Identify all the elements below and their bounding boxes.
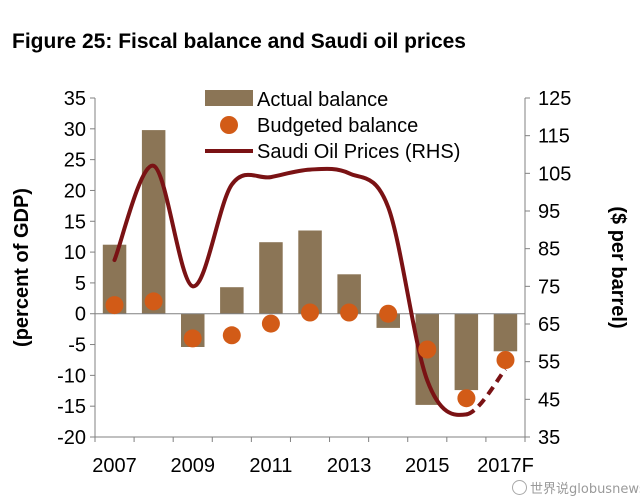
left-tick-label: -10 (57, 365, 86, 387)
x-tick-label: 2009 (170, 455, 215, 477)
x-tick-label: 2017F (477, 455, 534, 477)
dot-budgeted-2008 (144, 292, 163, 311)
right-tick-label: 55 (538, 352, 560, 374)
left-tick-label: -5 (68, 335, 86, 357)
figure-title: Figure 25: Fiscal balance and Saudi oil … (12, 30, 466, 53)
bar-actual-2015 (415, 313, 439, 405)
right-tick-label: 95 (538, 201, 560, 223)
right-tick-label: 115 (538, 126, 570, 148)
bar-actual-2011 (259, 242, 283, 314)
left-tick-label: 20 (64, 180, 86, 202)
watermark-text: 世界说globusnews (530, 482, 640, 497)
bar-actual-2008 (141, 130, 166, 314)
left-tick-label: 10 (64, 242, 86, 264)
x-tick-label: 2007 (92, 455, 137, 477)
left-tick-label: 30 (64, 119, 86, 141)
dot-budgeted-2007 (105, 296, 124, 315)
x-tick-label: 2011 (249, 455, 292, 477)
bar-actual-2012 (298, 230, 322, 314)
dot-budgeted-2010 (222, 326, 241, 345)
x-tick-label: 2015 (405, 455, 450, 477)
dot-budgeted-2009 (183, 329, 202, 348)
x-tick-label: 2013 (327, 455, 372, 477)
watermark-logo-icon (512, 480, 527, 495)
dot-budgeted-2011 (261, 314, 280, 333)
dot-budgeted-2014 (379, 304, 398, 323)
dot-budgeted-2013 (340, 303, 359, 322)
watermark: 世界说globusnews (512, 478, 640, 497)
left-tick-label: 35 (64, 88, 86, 110)
legend-swatch-actual (205, 90, 253, 106)
left-tick-label: 15 (64, 211, 86, 233)
legend-label-actual: Actual balance (257, 89, 388, 111)
bar-actual-2010 (220, 287, 244, 314)
bar-actual-2007 (102, 244, 127, 314)
dot-budgeted-2015 (418, 340, 437, 359)
right-tick-label: 35 (538, 427, 560, 449)
left-tick-label: 25 (64, 150, 86, 172)
left-tick-label: 5 (75, 273, 86, 295)
oil-price-line (112, 163, 469, 417)
legend-label-budgeted: Budgeted balance (257, 115, 418, 137)
oil-price-line-forecast (465, 367, 508, 417)
dot-budgeted-2016 (457, 389, 476, 408)
right-tick-label: 65 (538, 314, 560, 336)
bar-actual-2017F (493, 313, 518, 352)
dot-budgeted-2017F (496, 351, 515, 369)
left-tick-label: -20 (57, 427, 86, 449)
right-tick-label: 105 (538, 163, 571, 185)
legend-label-oil: Saudi Oil Prices (RHS) (257, 141, 460, 163)
y-axis-title: (percent of GDP) (11, 188, 33, 347)
right-tick-label: 85 (538, 239, 560, 261)
y2-axis-title: ($ per barrel) (607, 206, 629, 328)
right-tick-label: 125 (538, 88, 571, 110)
dot-budgeted-2012 (301, 303, 319, 322)
bar-actual-2016 (454, 313, 479, 391)
right-tick-label: 75 (538, 276, 560, 298)
left-tick-label: 0 (75, 304, 86, 326)
right-tick-label: 45 (538, 389, 560, 411)
bar-actual-2013 (337, 274, 361, 314)
legend-swatch-budgeted (220, 116, 238, 134)
left-tick-label: -15 (57, 396, 86, 418)
